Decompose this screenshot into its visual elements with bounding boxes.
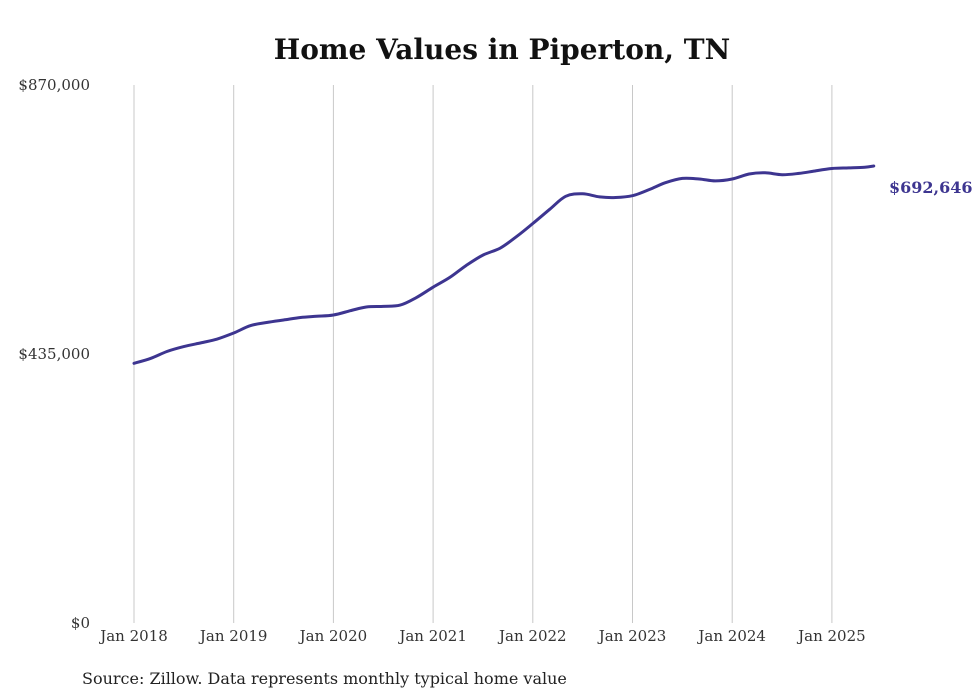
y-tick-label: $0 (71, 614, 90, 632)
x-tick-label: Jan 2021 (397, 627, 467, 645)
source-note: Source: Zillow. Data represents monthly … (82, 669, 567, 688)
series-line-0 (132, 164, 876, 365)
x-tick-label: Jan 2023 (597, 627, 667, 645)
x-tick-label: Jan 2020 (298, 627, 368, 645)
x-tick-label: Jan 2019 (198, 627, 268, 645)
y-tick-label: $870,000 (18, 76, 90, 94)
chart-title: Home Values in Piperton, TN (274, 33, 730, 66)
x-tick-label: Jan 2025 (796, 627, 866, 645)
x-tick-label: Jan 2022 (497, 627, 567, 645)
x-tick-label: Jan 2024 (696, 627, 766, 645)
x-tick-label: Jan 2018 (98, 627, 168, 645)
grid-lines (133, 85, 833, 623)
end-value-label: $692,646 (889, 178, 973, 197)
y-axis-ticks: $0 $435,000 $870,000 (18, 76, 90, 632)
series-layer (132, 164, 876, 365)
y-tick-label: $435,000 (18, 345, 90, 363)
x-axis-ticks: Jan 2018 Jan 2019 Jan 2020 Jan 2021 Jan 2022… (98, 627, 865, 645)
